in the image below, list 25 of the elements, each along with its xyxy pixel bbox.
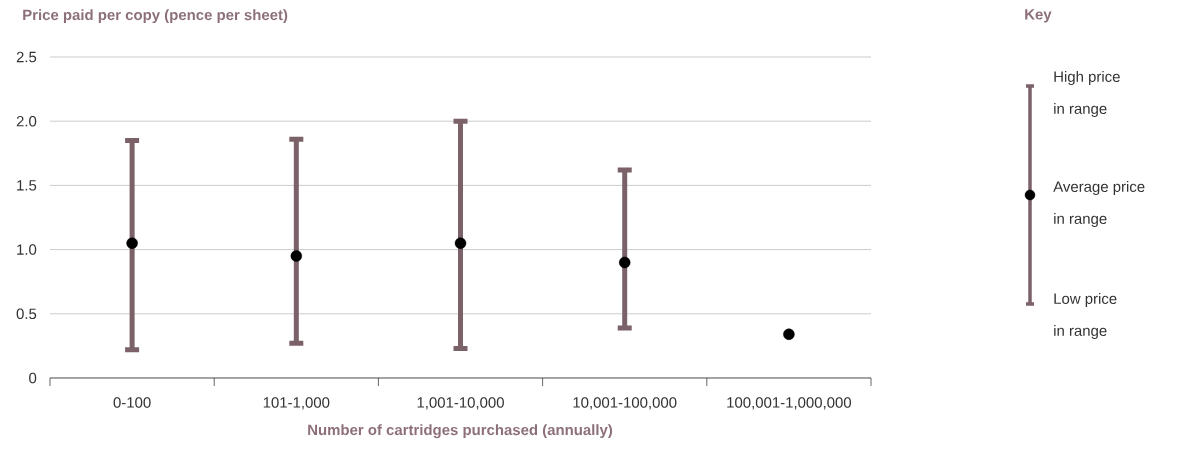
y-tick-label: 2.0: [16, 115, 37, 127]
point: [619, 256, 631, 269]
x-tick-label: 1,001-10,000: [417, 397, 504, 410]
point: [783, 328, 795, 341]
chart-title: Price paid per copy (pence per sheet): [23, 9, 288, 24]
point: [126, 237, 138, 249]
x-axis-title: Number of cartridges purchased (annually): [308, 424, 613, 439]
y-tick-label: 1.0: [17, 244, 37, 255]
x-tick-label: 101-1,000: [263, 397, 330, 410]
legend-title: Key: [1025, 9, 1052, 23]
point: [454, 237, 467, 249]
x-tick-label: 10,001-100,000: [573, 397, 677, 410]
text: in range: [1054, 103, 1107, 117]
text: Average price: [1053, 181, 1145, 195]
y-tick-label: 0.5: [16, 308, 37, 320]
text: in range: [1054, 325, 1107, 339]
x-tick-label: 100,001-1,000,000: [727, 397, 852, 410]
text: in range: [1054, 213, 1107, 227]
x-tick-label: 0-100: [113, 397, 151, 408]
y-tick-label: 1.5: [17, 180, 37, 191]
y-tick-label: 0: [29, 372, 37, 384]
point: [290, 250, 303, 262]
y-tick-label: 2.5: [16, 51, 37, 63]
text: High price: [1054, 71, 1120, 85]
text: Low price: [1054, 293, 1117, 307]
